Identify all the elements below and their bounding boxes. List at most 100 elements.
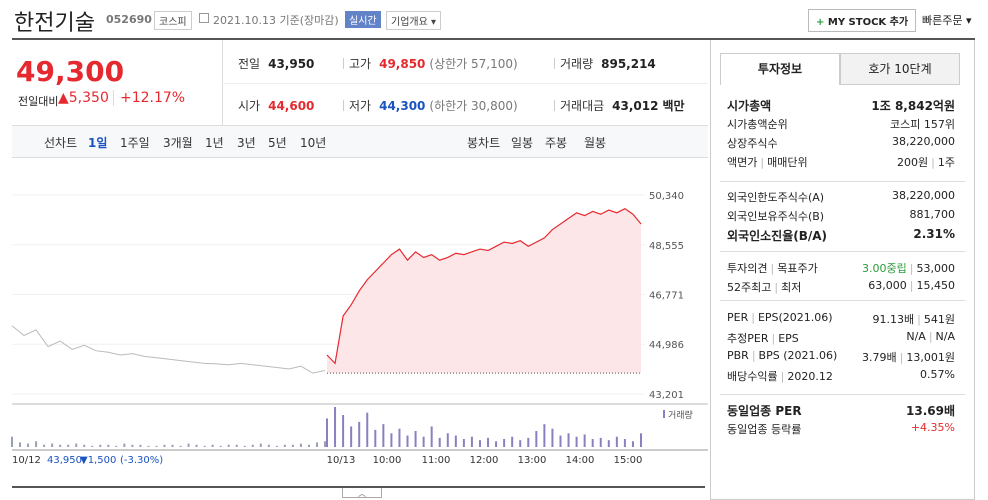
y-tick-label: 43,201 <box>649 390 684 401</box>
section-divider <box>720 394 965 395</box>
invest-labels: 외국인소진율(B/A) <box>727 227 827 244</box>
volume-bar <box>299 443 302 447</box>
period-tab[interactable]: 1일 <box>88 136 108 150</box>
invest-row: 외국인소진율(B/A) 2.31% <box>727 227 955 244</box>
candle-tab[interactable]: 일봉 <box>511 136 534 150</box>
volume-bar <box>35 441 38 447</box>
invest-label: 배당수익률 <box>727 370 778 383</box>
section-divider <box>720 251 965 252</box>
x-tick-label: 14:00 <box>566 455 595 466</box>
volume-bar <box>422 436 425 447</box>
chart-tab-bar <box>12 125 708 158</box>
invest-values: 코스피 157위 <box>890 116 955 132</box>
volume-bar <box>406 435 409 447</box>
quick-order-label: 빠른주문 <box>922 14 963 27</box>
invest-value: 13,001원 <box>906 351 955 364</box>
prev-day-close: 43,950 <box>47 455 82 466</box>
x-tick-label: 15:00 <box>614 455 643 466</box>
summary-note: (하한가 30,800) <box>429 99 518 113</box>
section-divider <box>720 181 965 182</box>
my-stock-button[interactable]: + MY STOCK 추가 <box>808 9 917 32</box>
volume-bar <box>640 433 642 447</box>
volume-bar <box>358 421 361 447</box>
invest-values: 63,000 | 15,450 <box>868 279 955 295</box>
volume-bar <box>203 445 206 447</box>
volume-bar <box>342 415 345 447</box>
volume-bar <box>607 440 610 447</box>
invest-row: 시가총액 1조 8,842억원 <box>727 97 955 114</box>
divider <box>554 58 555 69</box>
invest-labels: 배당수익률 | 2020.12 <box>727 368 833 384</box>
invest-label: EPS <box>778 332 799 345</box>
volume-bar <box>219 445 222 447</box>
volume-bar <box>291 444 294 447</box>
invest-labels: 동일업종 등락률 <box>727 421 801 437</box>
prev-day-date: 10/12 <box>12 455 41 466</box>
volume-bar <box>227 444 230 447</box>
summary-item: 고가 49,850 (상한가 57,100) <box>349 55 518 72</box>
y-tick-label: 44,986 <box>649 340 684 351</box>
collapse-button[interactable]: ︿ <box>342 488 382 498</box>
quick-order[interactable]: 빠른주문 ▾ <box>922 14 972 27</box>
volume-bar <box>487 437 490 447</box>
summary-value: 43,012 <box>612 99 659 113</box>
volume-bar <box>454 435 457 447</box>
price-line <box>326 207 642 365</box>
invest-labels: 시가총액 <box>727 97 771 114</box>
invest-row: 추정PER | EPS N/A | N/A <box>727 330 955 346</box>
invest-label: 액면가 <box>727 156 758 169</box>
invest-tab[interactable]: 투자정보 <box>720 53 840 85</box>
invest-label: 외국인소진율(B/A) <box>727 229 828 243</box>
volume-bar <box>11 436 13 447</box>
invest-value: 3.79배 <box>862 351 897 364</box>
separator: | <box>909 279 914 292</box>
change-label: 전일대비 <box>18 95 59 108</box>
realtime-badge[interactable]: 실시간 <box>345 11 381 28</box>
period-tab[interactable]: 1주일 <box>120 136 150 150</box>
candle-tab[interactable]: 월봉 <box>584 136 607 150</box>
company-info[interactable]: 기업개요 ▾ <box>386 11 442 30</box>
invest-label: 상장주식수 <box>727 137 778 150</box>
invest-value: 38,220,000 <box>892 189 955 202</box>
divider <box>222 83 708 84</box>
candle-tab[interactable]: 주봉 <box>545 136 568 150</box>
summary-item: 거래량 895,214 <box>560 55 656 72</box>
y-tick-label: 48,555 <box>649 241 684 252</box>
volume-bar <box>511 436 514 447</box>
company-info-label: 기업개요 <box>391 17 428 28</box>
period-tab[interactable]: 3개월 <box>163 136 193 150</box>
volume-bar <box>275 445 278 447</box>
volume-bar <box>27 443 30 447</box>
separator: | <box>780 370 785 383</box>
prev-day-change: ▼1,500 <box>80 455 116 466</box>
volume-bar <box>67 444 70 447</box>
orderbook-tab[interactable]: 호가 10단계 <box>840 53 960 85</box>
invest-value: 91.13배 <box>872 313 915 326</box>
period-tab[interactable]: 1년 <box>205 136 224 150</box>
invest-labels: 투자의견 | 목표주가 <box>727 260 818 276</box>
volume-bar <box>326 418 328 447</box>
period-tab[interactable]: 5년 <box>268 136 287 150</box>
invest-row: 상장주식수 38,220,000 <box>727 135 955 151</box>
volume-bar <box>495 441 498 447</box>
invest-label: 외국인보유주식수(B) <box>727 210 825 223</box>
summary-label: 전일 <box>238 57 261 71</box>
separator: | <box>774 281 779 294</box>
invest-row: 액면가 | 매매단위 200원 | 1주 <box>727 154 955 170</box>
divider <box>113 90 114 106</box>
period-tab[interactable]: 10년 <box>300 136 327 150</box>
invest-label: PBR <box>727 349 749 362</box>
summary-label: 거래대금 <box>560 99 605 113</box>
period-tab[interactable]: 3년 <box>237 136 256 150</box>
invest-value: 3.00중립 <box>862 262 907 275</box>
summary-value: 44,600 <box>268 99 315 113</box>
volume-bar <box>75 443 78 447</box>
summary-label: 거래량 <box>560 57 594 71</box>
volume-bar <box>503 439 506 447</box>
invest-value: N/A <box>935 330 955 343</box>
volume-bar <box>631 441 634 447</box>
invest-labels: 52주최고 | 최저 <box>727 279 801 295</box>
separator: | <box>931 156 935 169</box>
summary-value: 49,850 <box>379 57 426 71</box>
summary-item: 거래대금 43,012 백만 <box>560 97 685 114</box>
